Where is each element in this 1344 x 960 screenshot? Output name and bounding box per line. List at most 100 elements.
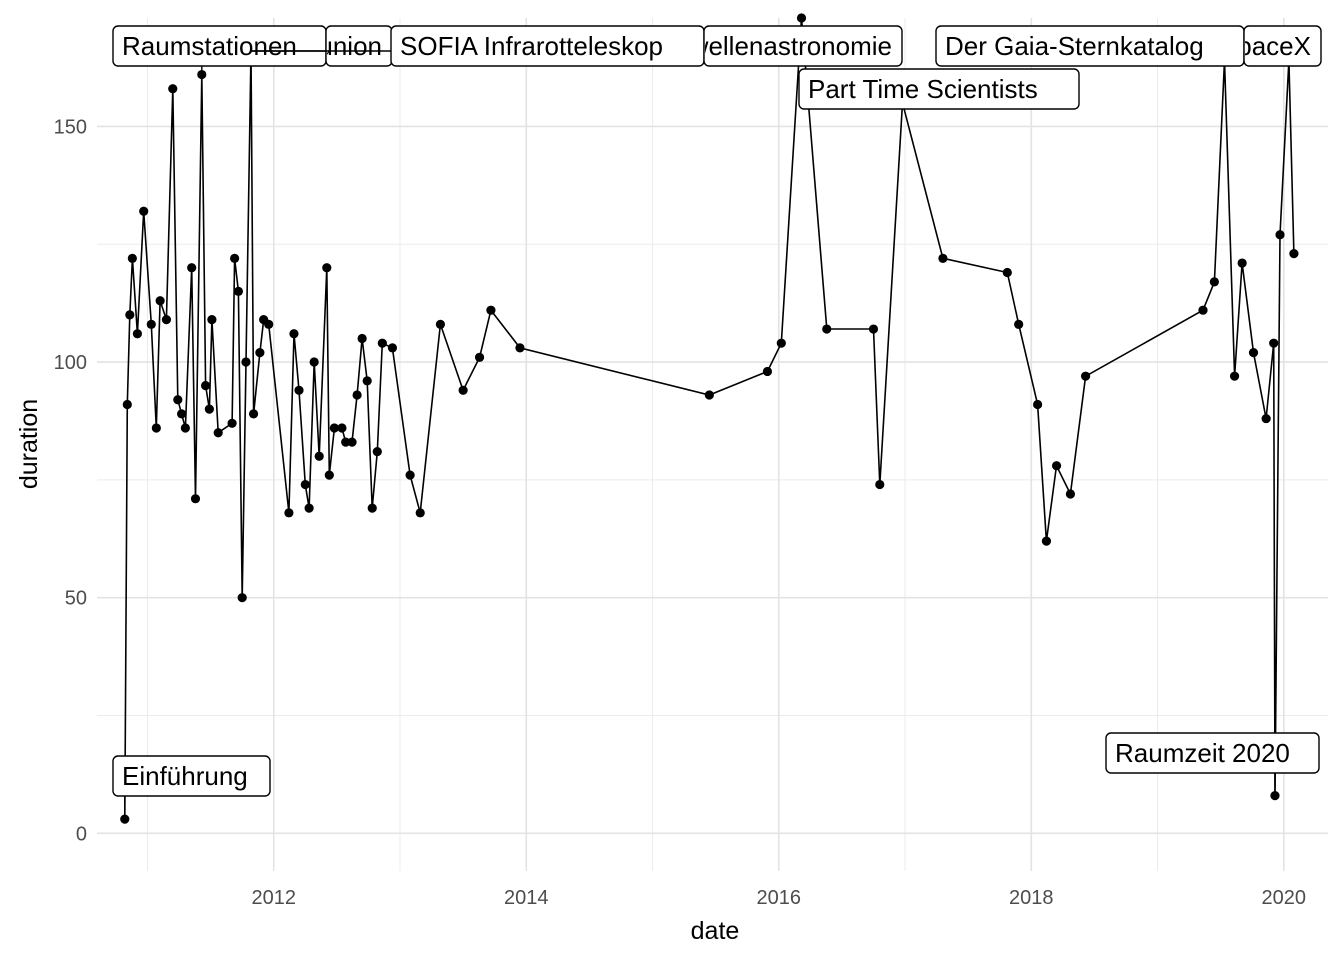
annotation-text: Raumfahrt in Sowjetunion bbox=[84, 31, 382, 61]
data-point bbox=[294, 385, 304, 395]
data-point bbox=[1237, 258, 1247, 268]
data-point bbox=[161, 315, 172, 325]
annotation-text: Einführung bbox=[122, 761, 248, 791]
annotation-text: Der Gaia-Sternkatalog bbox=[945, 31, 1204, 61]
data-point bbox=[1275, 230, 1285, 240]
y-axis-title: duration bbox=[15, 399, 43, 489]
data-point bbox=[341, 437, 351, 447]
annotation-label: Part Time Scientists bbox=[798, 68, 1080, 110]
data-point bbox=[372, 446, 382, 457]
data-point bbox=[415, 508, 425, 518]
annotation-box bbox=[1105, 732, 1320, 774]
data-point bbox=[329, 423, 339, 433]
data-point bbox=[289, 329, 299, 339]
data-point bbox=[304, 503, 314, 513]
annotation-box bbox=[112, 755, 271, 797]
annotation-label: Raumzeit 2020 bbox=[1105, 732, 1320, 796]
annotation-label: Raumstationen bbox=[112, 25, 327, 75]
data-point bbox=[300, 479, 310, 490]
data-point bbox=[155, 296, 165, 306]
data-point bbox=[362, 376, 372, 386]
data-point bbox=[139, 206, 149, 216]
data-point bbox=[347, 437, 357, 447]
data-point bbox=[337, 423, 347, 433]
data-point bbox=[324, 470, 334, 480]
data-point bbox=[352, 390, 362, 400]
annotation-text: Raumstationen bbox=[122, 31, 297, 61]
data-point bbox=[309, 357, 319, 367]
annotation-box bbox=[798, 68, 1080, 110]
data-point bbox=[1041, 536, 1052, 546]
x-tick-label: 2012 bbox=[252, 887, 297, 909]
data-point bbox=[1198, 305, 1208, 315]
data-point bbox=[200, 380, 211, 391]
data-point bbox=[1080, 371, 1091, 381]
x-tick-label: 2018 bbox=[1009, 887, 1054, 909]
data-point bbox=[357, 333, 367, 344]
data-point bbox=[474, 352, 485, 362]
x-axis-title: date bbox=[691, 917, 740, 945]
data-point bbox=[190, 494, 201, 504]
data-point bbox=[875, 479, 885, 490]
data-point bbox=[132, 329, 143, 339]
data-point bbox=[1248, 348, 1259, 358]
data-point bbox=[314, 451, 324, 461]
data-point bbox=[762, 366, 773, 377]
y-tick-label: 0 bbox=[76, 823, 87, 845]
data-point bbox=[822, 324, 832, 334]
x-tick-label: 2016 bbox=[757, 887, 802, 909]
data-point bbox=[435, 319, 446, 329]
data-point bbox=[1209, 277, 1219, 287]
data-point bbox=[704, 390, 714, 400]
data-point bbox=[1269, 338, 1279, 348]
data-point bbox=[1002, 267, 1012, 278]
annotation-layer: RaumstationenRaumfahrt in Sowjetunion SOF… bbox=[84, 18, 1322, 820]
y-tick-label: 150 bbox=[54, 116, 87, 138]
grid bbox=[97, 18, 1328, 871]
annotation-label: Schwerewellenastronomie bbox=[589, 18, 903, 67]
data-point bbox=[120, 814, 130, 824]
data-point bbox=[151, 423, 161, 433]
annotation-box bbox=[703, 25, 903, 67]
data-point bbox=[146, 319, 156, 329]
annotation-label: Der Gaia-Sternkatalog bbox=[935, 25, 1245, 67]
data-point bbox=[1033, 399, 1043, 410]
data-point bbox=[776, 338, 786, 348]
data-point bbox=[173, 395, 183, 405]
data-point bbox=[387, 343, 398, 353]
annotation-text: Schwerewellenastronomie bbox=[589, 31, 892, 61]
data-point bbox=[230, 253, 240, 263]
x-tick-label: 2020 bbox=[1262, 887, 1307, 909]
data-point bbox=[367, 503, 377, 513]
data-point bbox=[237, 593, 247, 603]
data-point bbox=[125, 310, 135, 320]
annotation-text: Part Time Scientists bbox=[808, 74, 1038, 104]
data-point bbox=[207, 315, 217, 325]
axes: 2012 2014 2016 2018 2020 0 50 100 150 bbox=[54, 116, 1306, 909]
y-tick-label: 100 bbox=[54, 352, 87, 374]
data-point bbox=[284, 508, 294, 518]
data-point bbox=[168, 84, 178, 94]
data-point bbox=[213, 428, 223, 438]
data-point bbox=[127, 253, 137, 263]
data-point bbox=[180, 423, 190, 433]
annotation-label: Raumfahrt in Sowjetunion bbox=[84, 25, 393, 67]
data-point bbox=[868, 324, 879, 334]
x-tick-label: 2014 bbox=[504, 887, 549, 909]
data-point bbox=[1065, 489, 1076, 499]
data-point bbox=[322, 263, 332, 273]
data-point bbox=[255, 348, 265, 358]
annotation-text: Raumzeit 2020 bbox=[1115, 738, 1290, 768]
data-point bbox=[187, 263, 197, 273]
data-point bbox=[1051, 461, 1062, 471]
annotation-text: SpaceX bbox=[1220, 31, 1311, 61]
data-point bbox=[1014, 319, 1024, 329]
y-tick-label: 50 bbox=[65, 588, 87, 610]
data-point bbox=[122, 399, 132, 410]
annotation-label: SOFIA Infrarotteleskop bbox=[251, 25, 705, 67]
data-point bbox=[938, 253, 948, 263]
data-point bbox=[486, 305, 496, 315]
data-point bbox=[241, 357, 251, 367]
data-point bbox=[515, 343, 525, 353]
